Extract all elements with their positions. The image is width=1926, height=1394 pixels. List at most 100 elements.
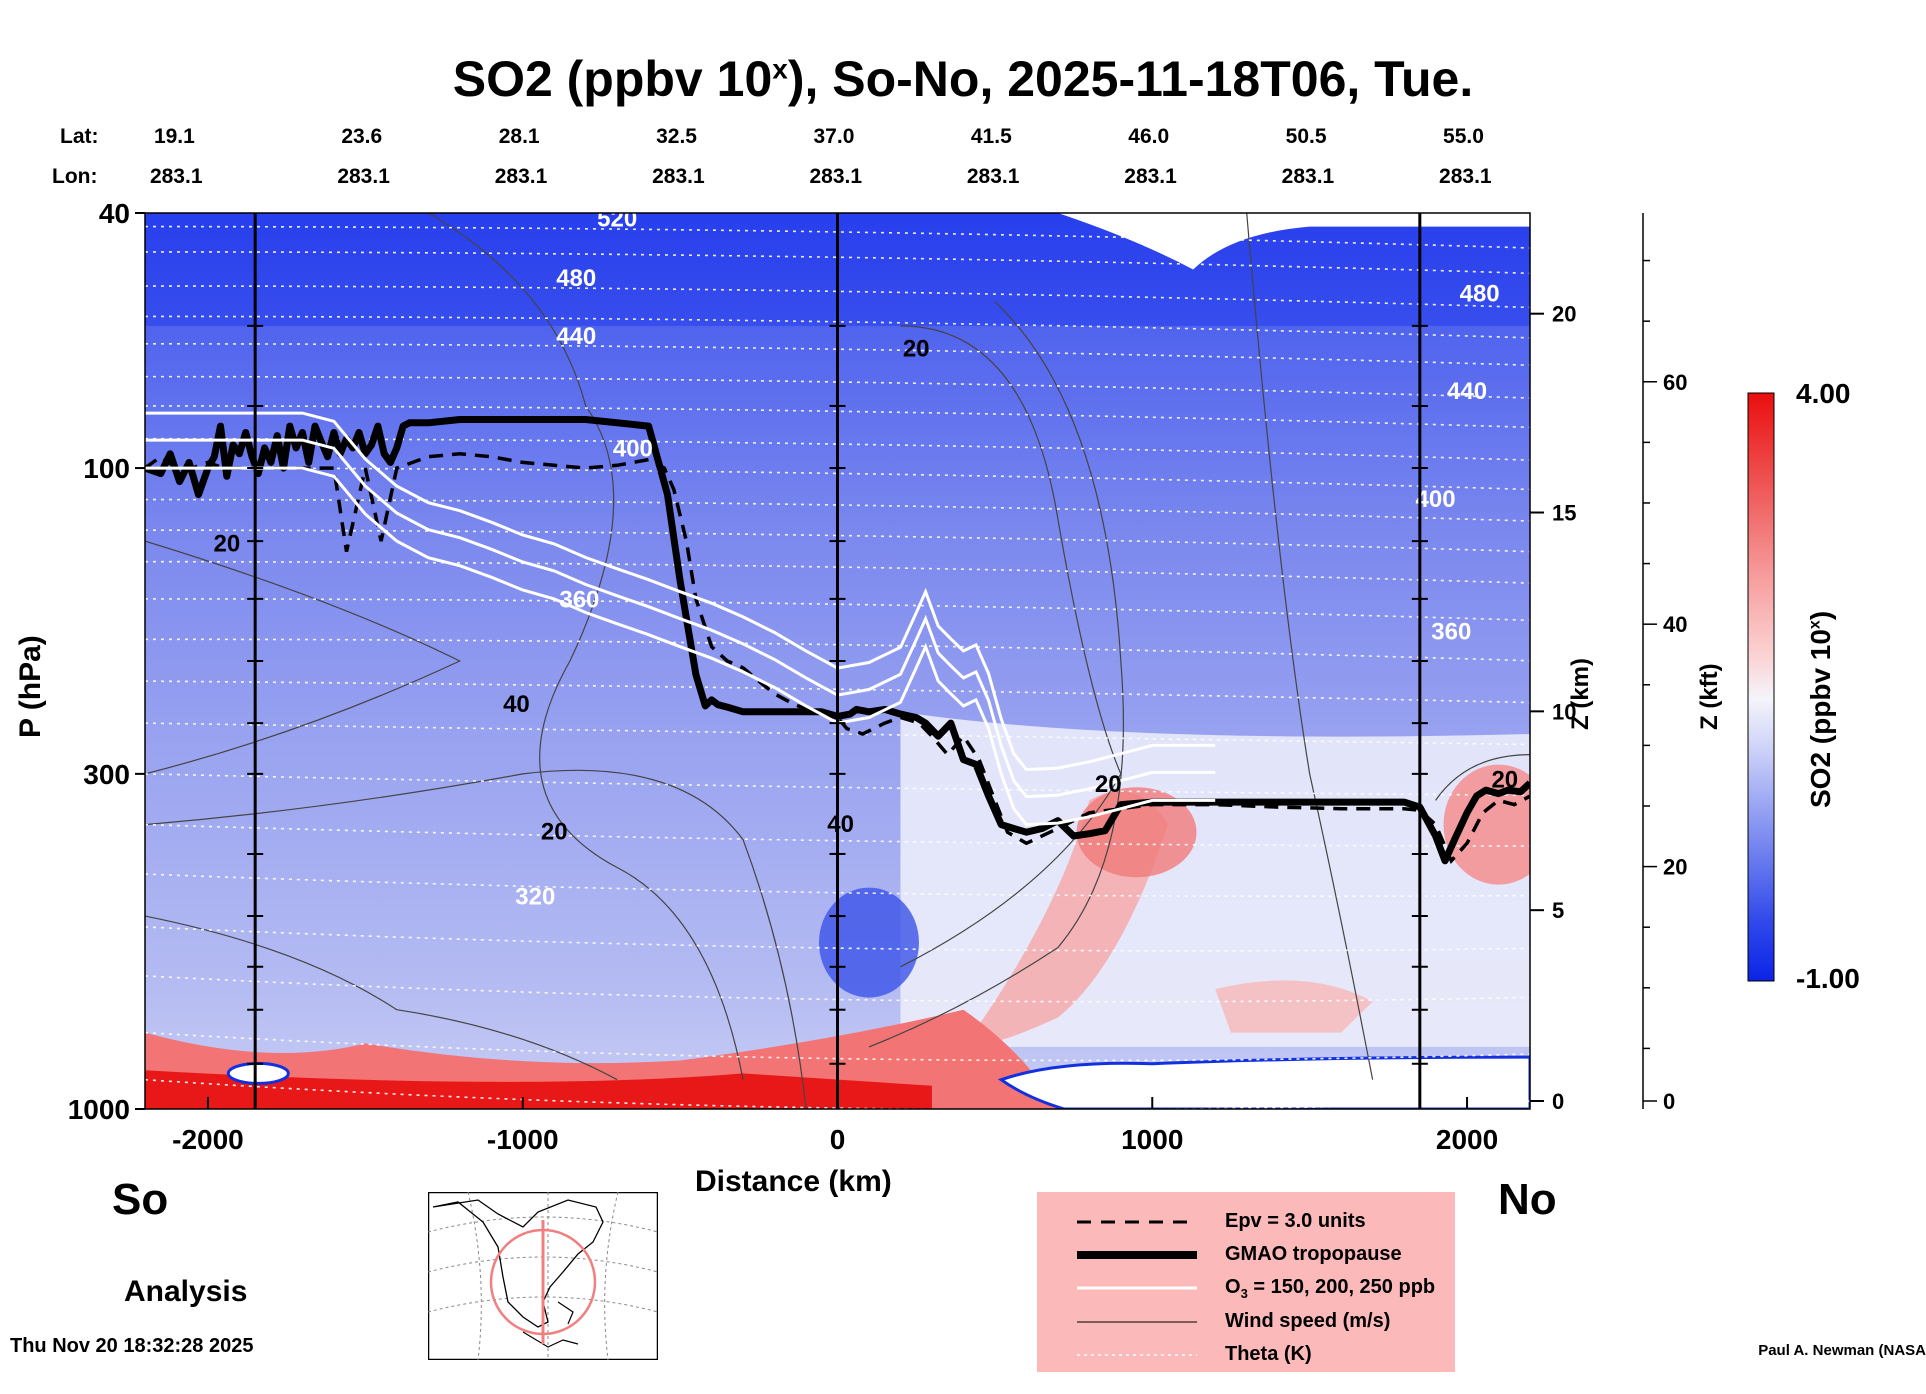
wind-contour bbox=[1246, 213, 1374, 1080]
legend-ozone-label: O3 = 150, 200, 250 ppb bbox=[1225, 1276, 1436, 1301]
theta-label: 360 bbox=[1431, 618, 1471, 645]
x-tick-label: 2000 bbox=[1436, 1124, 1498, 1155]
wind-label: 40 bbox=[827, 811, 854, 838]
lon-value: 283.1 bbox=[1439, 165, 1492, 188]
credit: Paul A. Newman (NASA bbox=[1758, 1342, 1926, 1359]
theta-contour bbox=[145, 498, 1530, 522]
no-label: No bbox=[1498, 1175, 1557, 1224]
wind-label: 20 bbox=[1491, 766, 1518, 793]
z-km-tick-label: 0 bbox=[1552, 1089, 1564, 1114]
theta-label: 440 bbox=[1447, 378, 1487, 405]
theta-contour bbox=[145, 437, 1530, 461]
theta-label: 520 bbox=[597, 206, 637, 233]
theta-contour bbox=[145, 638, 1530, 662]
z-kft-tick-label: 20 bbox=[1663, 855, 1687, 880]
theta-contour bbox=[145, 375, 1530, 399]
theta-contour bbox=[145, 529, 1530, 553]
theta-contour bbox=[145, 823, 1530, 847]
wind-label: 40 bbox=[503, 691, 530, 718]
so-label: So bbox=[112, 1175, 169, 1224]
wind-contour bbox=[868, 301, 1125, 1048]
missing-data-top bbox=[1057, 213, 1530, 270]
wind-contour bbox=[145, 769, 807, 1109]
ozone-250-line bbox=[145, 411, 1216, 772]
lon-value: 283.1 bbox=[494, 165, 548, 188]
theta-label: 360 bbox=[559, 586, 599, 613]
epv-line bbox=[145, 452, 1530, 864]
x-tick-label: 0 bbox=[830, 1124, 846, 1155]
timestamp: Thu Nov 20 18:32:28 2025 bbox=[10, 1335, 254, 1357]
theta-contour bbox=[145, 405, 1530, 429]
legend-epv-label: Epv = 3.0 units bbox=[1225, 1210, 1366, 1232]
y-tick-label: 1000 bbox=[68, 1094, 130, 1125]
theta-contour bbox=[145, 722, 1530, 746]
z-km-tick-label: 15 bbox=[1552, 501, 1576, 526]
legend-theta-label: Theta (K) bbox=[1225, 1343, 1312, 1365]
theta-label: 400 bbox=[1416, 486, 1456, 513]
lat-value: 55.0 bbox=[1443, 125, 1484, 148]
z-km-tick-label: 20 bbox=[1552, 302, 1576, 327]
theta-contour bbox=[145, 225, 1530, 249]
lat-value: 32.5 bbox=[656, 125, 697, 148]
y-tick-label: 40 bbox=[99, 198, 130, 229]
theta-contour bbox=[145, 773, 1530, 797]
theta-contour bbox=[145, 467, 1530, 491]
lon-value: 283.1 bbox=[337, 165, 390, 188]
theta-contour bbox=[145, 926, 1530, 952]
z-km-axis-title: Z (km) bbox=[1567, 658, 1594, 730]
lon-value: 283.1 bbox=[809, 165, 863, 188]
lon-value: 283.1 bbox=[652, 165, 705, 188]
inset-map bbox=[428, 1192, 658, 1360]
z-km-tick-label: 10 bbox=[1552, 699, 1576, 724]
wind-contour bbox=[1435, 754, 1530, 801]
wind-label: 20 bbox=[541, 819, 568, 846]
legend-swatches bbox=[1077, 1220, 1197, 1356]
colorbar bbox=[1747, 392, 1775, 982]
theta-contour bbox=[145, 598, 1530, 622]
theta-contour bbox=[145, 975, 1530, 1003]
wind-label: 20 bbox=[903, 336, 930, 363]
colorbar-max-label: 4.00 bbox=[1796, 378, 1851, 409]
surface-red-core bbox=[145, 1070, 932, 1109]
theta-contour bbox=[145, 251, 1530, 275]
theta-label: 480 bbox=[556, 265, 596, 292]
theta-contour bbox=[145, 315, 1530, 339]
lon-value: 283.1 bbox=[149, 165, 203, 188]
z-kft-tick-label: 60 bbox=[1663, 370, 1687, 395]
x-tick-label: -2000 bbox=[172, 1124, 244, 1155]
ozone-200-line bbox=[145, 438, 1216, 799]
theta-label: 400 bbox=[613, 436, 653, 463]
z-kft-tick-label: 0 bbox=[1663, 1089, 1675, 1114]
analysis-label: Analysis bbox=[124, 1275, 248, 1308]
theta-label: 480 bbox=[1460, 281, 1500, 308]
x-tick-label: -1000 bbox=[487, 1124, 559, 1155]
z-kft-tick-label: 40 bbox=[1663, 612, 1687, 637]
lat-value: 50.5 bbox=[1285, 125, 1327, 148]
lon-value: 283.1 bbox=[1124, 165, 1177, 188]
wind-label: 20 bbox=[213, 531, 240, 558]
red-patch-2 bbox=[1215, 980, 1373, 1033]
x-tick-label: 1000 bbox=[1121, 1124, 1183, 1155]
light-region bbox=[900, 711, 1530, 1047]
wind-contour bbox=[900, 325, 1122, 968]
wind-label: 20 bbox=[1095, 771, 1122, 798]
lon-value: 283.1 bbox=[966, 165, 1020, 188]
legend-tropopause-label: GMAO tropopause bbox=[1225, 1243, 1402, 1265]
legend-wind-label: Wind speed (m/s) bbox=[1225, 1310, 1391, 1332]
wind-contour bbox=[145, 540, 462, 775]
wind-contour bbox=[145, 915, 618, 1081]
lat-label: Lat: bbox=[60, 125, 99, 148]
lat-value: 46.0 bbox=[1128, 125, 1170, 148]
theta-contour bbox=[145, 560, 1530, 584]
missing-data-south bbox=[226, 1061, 290, 1085]
chart-title: SO2 (ppbv 10x), So-No, 2025-11-18T06, Tu… bbox=[452, 51, 1474, 107]
lat-value: 37.0 bbox=[813, 125, 855, 148]
theta-contour bbox=[145, 285, 1530, 309]
x-axis-title: Distance (km) bbox=[695, 1165, 892, 1198]
theta-label: 440 bbox=[556, 323, 596, 350]
lat-value: 19.1 bbox=[153, 125, 195, 148]
blue-core bbox=[818, 887, 919, 998]
theta-contour bbox=[145, 873, 1530, 898]
legend: Epv = 3.0 units GMAO tropopause O3 = 150… bbox=[1037, 1192, 1455, 1372]
